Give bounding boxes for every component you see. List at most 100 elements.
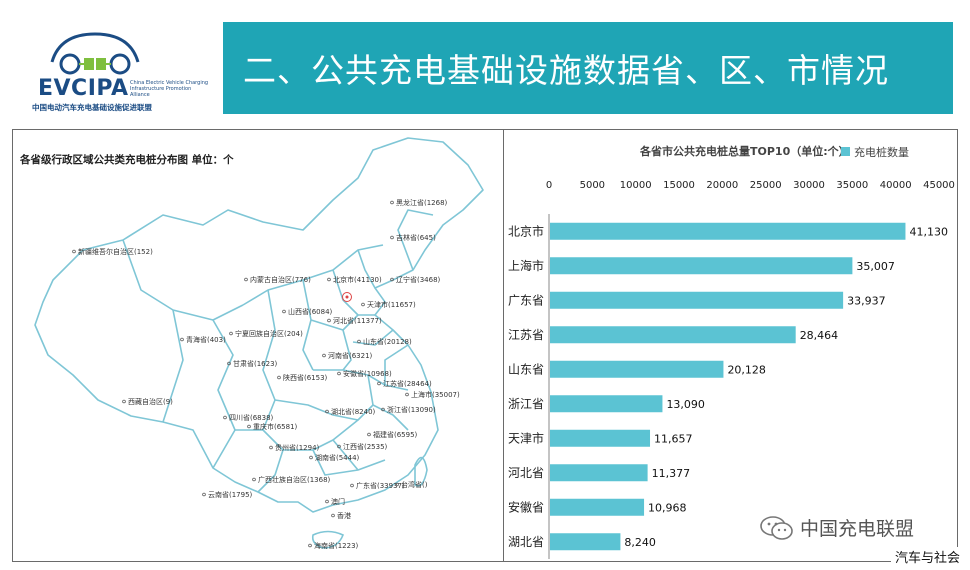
alliance-logo: EVCIPA China Electric Vehicle Charging I… (30, 20, 208, 120)
province-label: 北京市(41130) (333, 275, 382, 284)
ev-plug-logo-icon (50, 32, 140, 75)
bar (550, 464, 648, 482)
province-dot (331, 513, 335, 518)
map-caption: 各省级行政区域公共类充电桩分布图 单位：个 (20, 154, 234, 166)
province-dot (122, 399, 126, 404)
province-dot (350, 483, 354, 488)
bar-value-label: 41,130 (909, 225, 948, 238)
wechat-icon (760, 515, 793, 540)
province-outlines (34, 137, 484, 513)
province-label: 新疆维吾尔自治区(152) (78, 247, 153, 256)
province-label: 广西壮族自治区(1368) (258, 475, 331, 484)
bar (550, 395, 663, 413)
province-label: 浙江省(13090) (387, 405, 436, 414)
province-label: 江西省(2535) (343, 442, 388, 451)
x-tick-label: 10000 (620, 180, 652, 191)
category-label: 上海市 (508, 258, 544, 273)
category-label: 河北省 (508, 466, 544, 480)
china-map: 黑龙江省(1268) 吉林省(645) 新疆维吾尔自治区(152) 内蒙古自治区(77… (34, 137, 484, 550)
province-label: 福建省(6595) (373, 430, 418, 439)
province-dot (405, 392, 409, 397)
province-label: 吉林省(645) (396, 233, 436, 242)
province-label: 青海省(403) (186, 335, 226, 344)
province-dot (223, 415, 227, 420)
province-label: 辽宁省(3468) (396, 275, 441, 284)
title-banner: 二、公共充电基础设施数据省、区、市情况 (223, 22, 953, 114)
province-dot (325, 409, 329, 414)
x-tick-label: 40000 (880, 180, 912, 191)
logo-chinese-name: 中国电动汽车充电基础设施促进联盟 (32, 103, 152, 112)
bar (550, 326, 796, 344)
province-label: 上海市(35007) (411, 390, 460, 399)
category-label: 北京市 (508, 223, 544, 238)
taiwan-island (414, 456, 428, 487)
province-label: 甘肃省(1623) (233, 359, 278, 368)
province-dot (367, 432, 371, 437)
province-dot (377, 381, 381, 386)
province-dot (308, 543, 312, 548)
province-label: 天津市(11657) (367, 300, 416, 309)
category-label: 天津市 (508, 430, 544, 445)
province-label: 陕西省(6153) (283, 373, 328, 382)
bar-value-label: 13,090 (666, 398, 705, 411)
province-dot (244, 277, 248, 282)
bar (550, 291, 844, 309)
bar-value-label: 11,377 (652, 467, 691, 480)
province-label: 湖北省(8240) (331, 407, 376, 416)
province-label: 江苏省(28464) (383, 379, 432, 388)
hainan-island (311, 530, 345, 549)
x-axis: 0 5000 10000 15000 20000 25000 30000 35000 40000… (546, 180, 955, 191)
top10-bar-chart: 各省市公共充电桩总量TOP10（单位:个） 充电桩数量 0 5000 10000 15… (508, 144, 955, 559)
beijing-marker-icon (342, 292, 352, 302)
x-tick-label: 20000 (706, 180, 738, 191)
chart-title: 各省市公共充电桩总量TOP10（单位:个） (639, 144, 850, 158)
bar-value-label: 35,007 (856, 260, 895, 273)
province-label: 河南省(6321) (328, 351, 373, 360)
x-tick-label: 25000 (750, 180, 782, 191)
province-dot (309, 455, 313, 460)
province-dot (202, 492, 206, 497)
province-dot (282, 309, 286, 314)
province-dot (180, 337, 184, 342)
bar-value-label: 10,968 (648, 501, 687, 514)
province-label: 四川省(6838) (229, 413, 274, 422)
province-label: 安徽省(10968) (343, 369, 392, 378)
province-dot (395, 482, 399, 487)
bar-value-label: 11,657 (654, 432, 693, 445)
bar (550, 429, 651, 447)
bar-value-label: 20,128 (727, 363, 766, 376)
x-tick-label: 45000 (923, 180, 955, 191)
province-dot (327, 318, 331, 323)
logo-wordmark: EVCIPA (38, 76, 129, 101)
chart-panel: 各省市公共充电桩总量TOP10（单位:个） 充电桩数量 0 5000 10000 15… (503, 129, 958, 562)
province-label: 湖南省(5444) (315, 453, 360, 462)
bar-value-label: 28,464 (800, 329, 839, 342)
province-label: 河北省(11377) (333, 316, 382, 325)
bar (550, 533, 621, 551)
province-label: 山东省(20128) (363, 337, 412, 346)
province-dot (277, 375, 281, 380)
province-label: 重庆市(6581) (253, 422, 298, 431)
x-tick-label: 35000 (836, 180, 868, 191)
watermark: 中国充电联盟 (760, 514, 914, 541)
province-dot (361, 302, 365, 307)
footer-tag: 汽车与社会 (890, 547, 964, 566)
province-label: 香港 (337, 511, 351, 520)
province-label: 贵州省(1294) (275, 443, 320, 452)
category-label: 广东省 (508, 293, 544, 307)
category-label: 山东省 (508, 362, 544, 376)
province-label: 海南省(1223) (314, 541, 359, 550)
province-label: 黑龙江省(1268) (396, 198, 448, 207)
bar-series: 北京市 41,130 上海市 35,007 广东省 33,937 江苏省 28,464 山东省 2… (508, 222, 948, 551)
province-label: 云南省(1795) (208, 490, 253, 499)
province-dot (269, 445, 273, 450)
province-dot (390, 200, 394, 205)
bar (550, 498, 645, 516)
category-label: 浙江省 (508, 397, 544, 411)
province-dot (72, 249, 76, 254)
province-dot (322, 353, 326, 358)
x-tick-label: 5000 (580, 180, 605, 191)
province-label: 山西省(6084) (288, 307, 333, 316)
province-dot (247, 424, 251, 429)
legend-label: 充电桩数量 (854, 145, 909, 159)
